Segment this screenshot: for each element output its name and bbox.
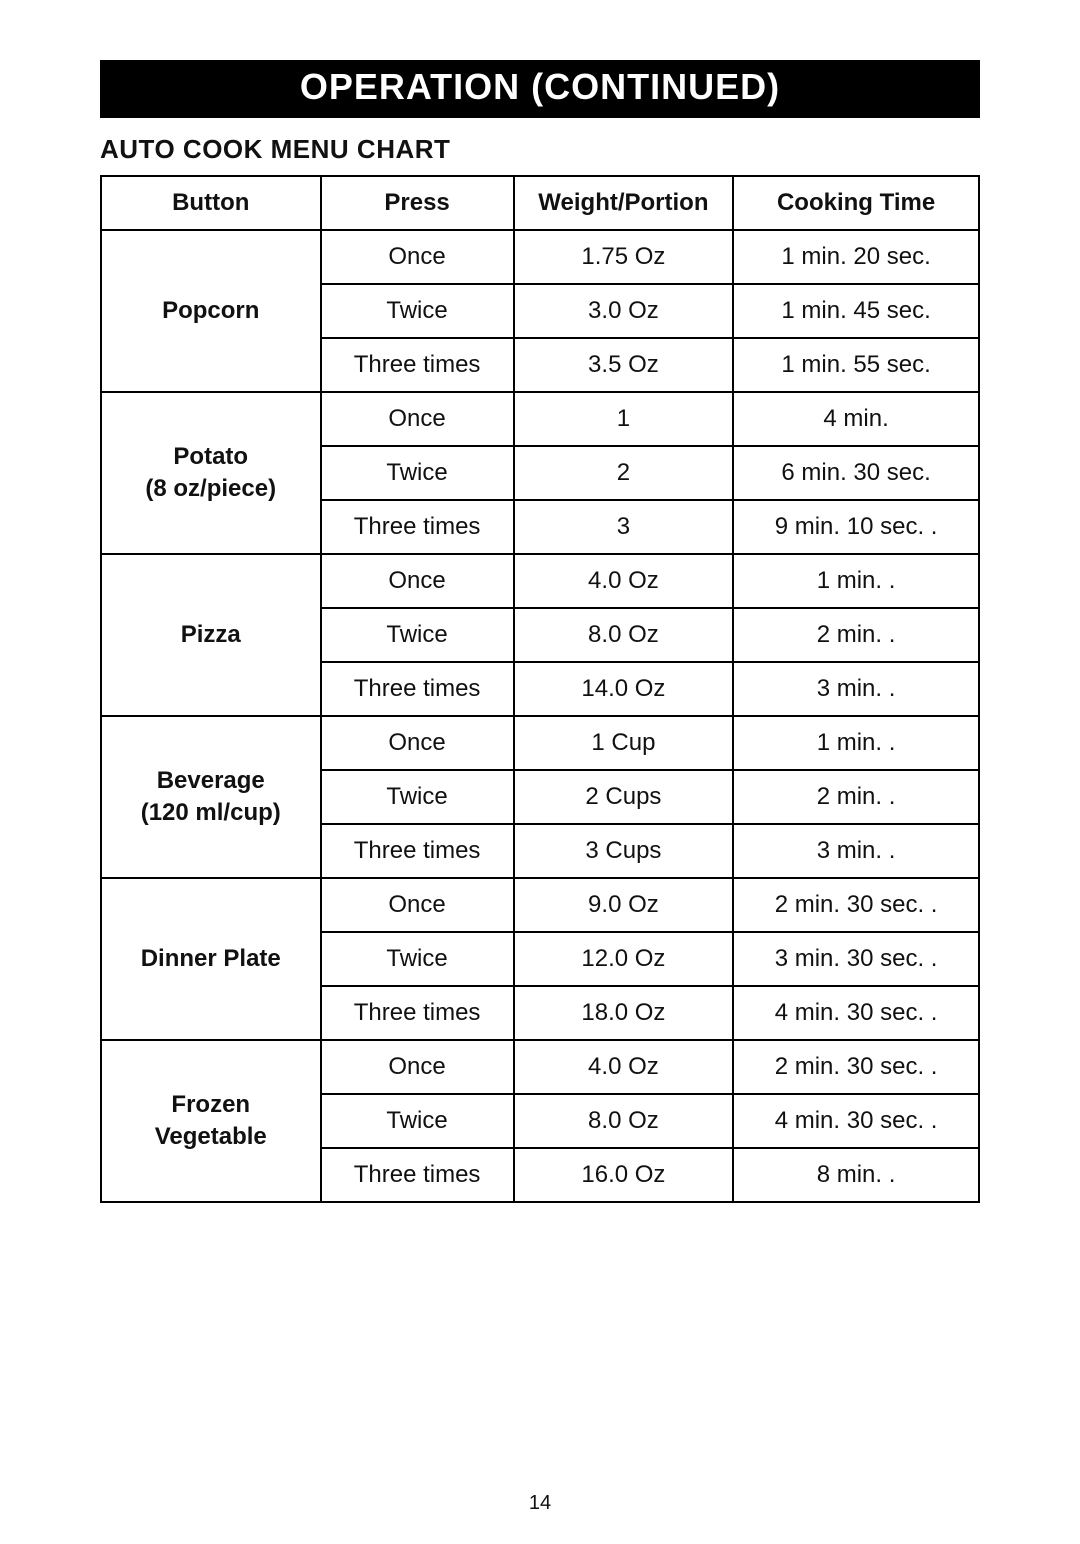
- weight-cell: 3.5 Oz: [514, 338, 734, 392]
- weight-cell: 9.0 Oz: [514, 878, 734, 932]
- weight-cell: 14.0 Oz: [514, 662, 734, 716]
- press-cell: Once: [321, 554, 514, 608]
- time-cell: 1 min. 45 sec.: [733, 284, 979, 338]
- press-cell: Once: [321, 878, 514, 932]
- chart-subtitle: AUTO COOK MENU CHART: [100, 134, 980, 165]
- weight-cell: 2 Cups: [514, 770, 734, 824]
- press-cell: Once: [321, 716, 514, 770]
- time-cell: 4 min. 30 sec. .: [733, 1094, 979, 1148]
- time-cell: 3 min. .: [733, 662, 979, 716]
- table-row: Potato(8 oz/piece)Once14 min.: [101, 392, 979, 446]
- press-cell: Once: [321, 230, 514, 284]
- col-header-time: Cooking Time: [733, 176, 979, 230]
- page-number: 14: [0, 1492, 1080, 1515]
- time-cell: 2 min. 30 sec. .: [733, 878, 979, 932]
- col-header-press: Press: [321, 176, 514, 230]
- weight-cell: 8.0 Oz: [514, 1094, 734, 1148]
- weight-cell: 3.0 Oz: [514, 284, 734, 338]
- table-row: PopcornOnce1.75 Oz1 min. 20 sec.: [101, 230, 979, 284]
- time-cell: 6 min. 30 sec.: [733, 446, 979, 500]
- weight-cell: 1 Cup: [514, 716, 734, 770]
- press-cell: Three times: [321, 986, 514, 1040]
- press-cell: Twice: [321, 446, 514, 500]
- table-header-row: Button Press Weight/Portion Cooking Time: [101, 176, 979, 230]
- table-row: FrozenVegetableOnce4.0 Oz2 min. 30 sec. …: [101, 1040, 979, 1094]
- press-cell: Three times: [321, 824, 514, 878]
- time-cell: 1 min. .: [733, 554, 979, 608]
- press-cell: Twice: [321, 608, 514, 662]
- press-cell: Twice: [321, 284, 514, 338]
- weight-cell: 4.0 Oz: [514, 1040, 734, 1094]
- weight-cell: 12.0 Oz: [514, 932, 734, 986]
- manual-page: OPERATION (CONTINUED) AUTO COOK MENU CHA…: [0, 0, 1080, 1203]
- button-cell: FrozenVegetable: [101, 1040, 321, 1202]
- press-cell: Three times: [321, 500, 514, 554]
- press-cell: Twice: [321, 932, 514, 986]
- col-header-weight: Weight/Portion: [514, 176, 734, 230]
- press-cell: Three times: [321, 1148, 514, 1202]
- press-cell: Once: [321, 392, 514, 446]
- weight-cell: 4.0 Oz: [514, 554, 734, 608]
- time-cell: 2 min. .: [733, 770, 979, 824]
- press-cell: Twice: [321, 1094, 514, 1148]
- time-cell: 4 min. 30 sec. .: [733, 986, 979, 1040]
- button-cell: Pizza: [101, 554, 321, 716]
- button-cell: Beverage(120 ml/cup): [101, 716, 321, 878]
- time-cell: 2 min. 30 sec. .: [733, 1040, 979, 1094]
- weight-cell: 18.0 Oz: [514, 986, 734, 1040]
- weight-cell: 8.0 Oz: [514, 608, 734, 662]
- time-cell: 8 min. .: [733, 1148, 979, 1202]
- button-cell: Potato(8 oz/piece): [101, 392, 321, 554]
- press-cell: Three times: [321, 338, 514, 392]
- time-cell: 3 min. .: [733, 824, 979, 878]
- weight-cell: 2: [514, 446, 734, 500]
- time-cell: 4 min.: [733, 392, 979, 446]
- time-cell: 1 min. .: [733, 716, 979, 770]
- table-row: PizzaOnce4.0 Oz1 min. .: [101, 554, 979, 608]
- time-cell: 1 min. 55 sec.: [733, 338, 979, 392]
- press-cell: Three times: [321, 662, 514, 716]
- time-cell: 2 min. .: [733, 608, 979, 662]
- col-header-button: Button: [101, 176, 321, 230]
- press-cell: Twice: [321, 770, 514, 824]
- weight-cell: 3 Cups: [514, 824, 734, 878]
- auto-cook-table: Button Press Weight/Portion Cooking Time…: [100, 175, 980, 1203]
- weight-cell: 3: [514, 500, 734, 554]
- press-cell: Once: [321, 1040, 514, 1094]
- section-banner: OPERATION (CONTINUED): [100, 60, 980, 118]
- time-cell: 9 min. 10 sec. .: [733, 500, 979, 554]
- weight-cell: 1.75 Oz: [514, 230, 734, 284]
- table-row: Beverage(120 ml/cup)Once1 Cup1 min. .: [101, 716, 979, 770]
- table-row: Dinner PlateOnce9.0 Oz2 min. 30 sec. .: [101, 878, 979, 932]
- button-cell: Popcorn: [101, 230, 321, 392]
- weight-cell: 16.0 Oz: [514, 1148, 734, 1202]
- button-cell: Dinner Plate: [101, 878, 321, 1040]
- time-cell: 3 min. 30 sec. .: [733, 932, 979, 986]
- time-cell: 1 min. 20 sec.: [733, 230, 979, 284]
- table-body: PopcornOnce1.75 Oz1 min. 20 sec.Twice3.0…: [101, 230, 979, 1202]
- weight-cell: 1: [514, 392, 734, 446]
